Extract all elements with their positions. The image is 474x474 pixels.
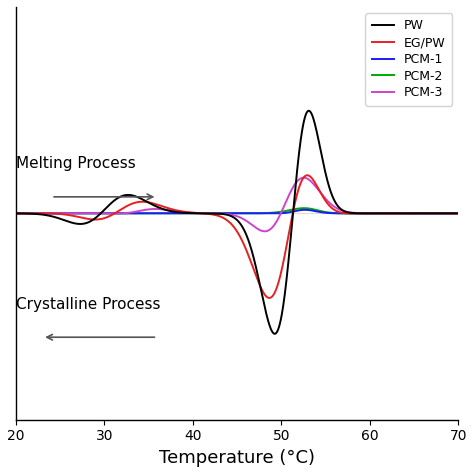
PW: [182, 210, 188, 216]
Text: Melting Process: Melting Process: [16, 156, 136, 171]
PCM-2: [301, 205, 307, 211]
PCM-2: [13, 210, 18, 216]
PCM-3: [13, 210, 18, 216]
PCM-1: [64, 210, 69, 216]
PW: [202, 210, 208, 216]
EG/PW: [266, 295, 272, 301]
PCM-2: [90, 210, 95, 216]
PW: [456, 210, 461, 216]
PCM-1: [13, 210, 18, 216]
PCM-3: [400, 210, 405, 216]
PCM-3: [262, 228, 268, 234]
PCM-1: [302, 207, 308, 213]
PCM-3: [447, 210, 453, 216]
PW: [306, 108, 311, 114]
PW: [272, 331, 278, 337]
PCM-3: [202, 210, 208, 216]
PCM-2: [456, 210, 461, 216]
PW: [13, 210, 18, 216]
PCM-1: [182, 210, 188, 216]
PCM-1: [90, 210, 95, 216]
Line: PCM-3: PCM-3: [16, 178, 458, 231]
PCM-3: [64, 210, 69, 216]
Line: PCM-1: PCM-1: [16, 210, 458, 213]
EG/PW: [447, 210, 453, 216]
EG/PW: [456, 210, 461, 216]
PCM-1: [400, 210, 405, 216]
PCM-3: [90, 210, 95, 216]
EG/PW: [13, 210, 18, 216]
PCM-2: [64, 210, 69, 216]
X-axis label: Temperature (°C): Temperature (°C): [159, 449, 315, 467]
EG/PW: [182, 209, 188, 215]
PCM-3: [301, 175, 307, 181]
Line: PW: PW: [16, 111, 458, 334]
Text: Crystalline Process: Crystalline Process: [16, 297, 160, 312]
PCM-2: [182, 210, 188, 216]
PCM-2: [447, 210, 453, 216]
PW: [400, 210, 405, 216]
PCM-1: [202, 210, 208, 216]
PCM-3: [182, 210, 188, 215]
PCM-1: [447, 210, 453, 216]
PW: [64, 218, 69, 224]
EG/PW: [90, 217, 95, 222]
PCM-1: [271, 210, 276, 216]
PW: [447, 210, 453, 216]
PCM-1: [456, 210, 461, 216]
PCM-2: [399, 210, 405, 216]
EG/PW: [400, 210, 405, 216]
PW: [90, 217, 95, 223]
Legend: PW, EG/PW, PCM-1, PCM-2, PCM-3: PW, EG/PW, PCM-1, PCM-2, PCM-3: [365, 13, 452, 106]
EG/PW: [304, 173, 310, 178]
Line: PCM-2: PCM-2: [16, 208, 458, 213]
PCM-2: [202, 210, 208, 216]
Line: EG/PW: EG/PW: [16, 175, 458, 298]
EG/PW: [202, 210, 208, 216]
PCM-3: [456, 210, 461, 216]
EG/PW: [64, 212, 69, 218]
